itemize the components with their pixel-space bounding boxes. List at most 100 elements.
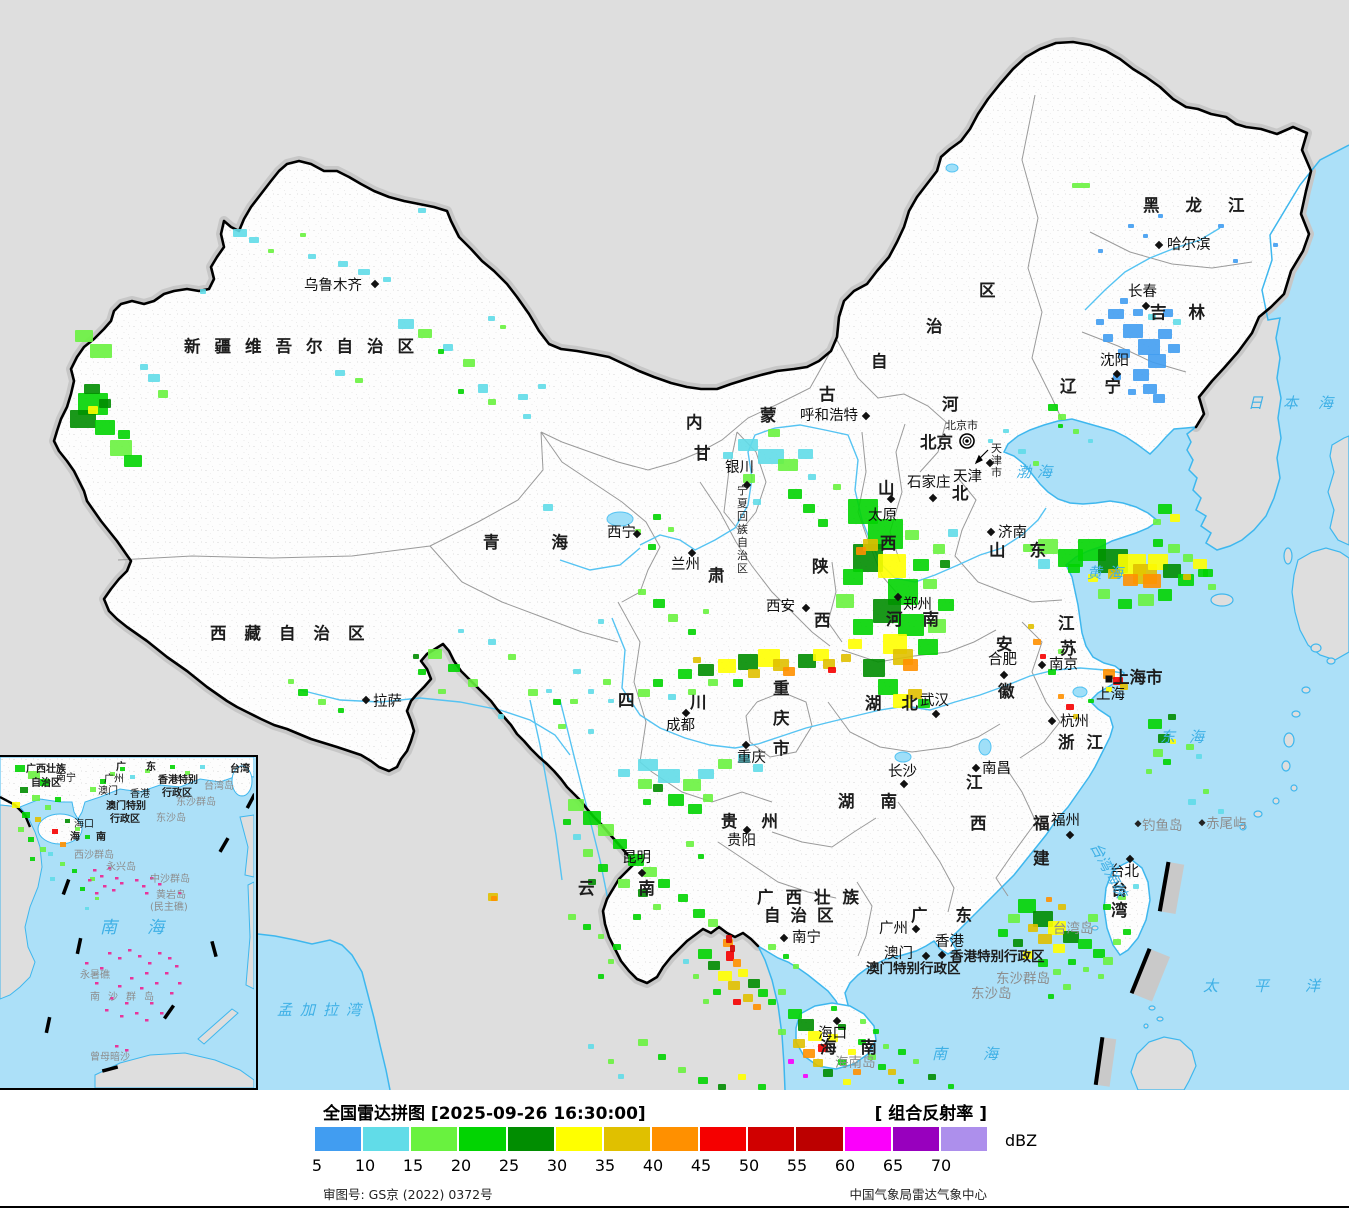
radar-echo [726,951,734,961]
radar-echo [653,679,663,687]
radar-echo [84,384,100,394]
radar-echo [668,694,676,700]
radar-echo [1148,719,1162,729]
radar-echo [638,689,650,697]
radar-echo [618,769,630,777]
radar-echo [88,406,98,414]
radar-echo [1148,354,1166,368]
radar-echo [748,669,760,678]
radar-echo [1123,929,1131,935]
province-label: 北京 [920,432,953,452]
radar-echo [828,1034,838,1042]
radar-echo [1208,584,1216,590]
sea-label: 太平洋 [1203,977,1349,995]
province-label: 江 [1058,614,1075,633]
city-label: 南昌 [982,760,1011,777]
radar-echo [688,629,696,635]
radar-echo [788,489,802,499]
radar-echo [1068,959,1076,965]
radar-echo [808,1031,822,1041]
island-label: 东沙群岛 [996,971,1050,987]
data-source: 中国气象局雷达气象中心 [849,1187,987,1202]
radar-echo [698,664,714,676]
inset-radar-echo [130,775,135,779]
radar-echo [823,1069,833,1077]
radar-echo [598,619,604,624]
radar-echo [438,689,446,694]
radar-echo [933,544,945,554]
radar-echo [573,669,581,674]
city-label: 西安 [766,598,795,615]
legend-swatch [411,1127,458,1151]
reef-marker [100,967,104,970]
radar-echo [733,959,741,967]
radar-echo [723,452,733,459]
inset-radar-echo [85,835,90,839]
legend-swatch [603,1127,650,1151]
radar-echo [418,329,432,338]
reef-marker [155,982,159,985]
radar-echo [648,544,656,550]
radar-echo [1143,384,1157,394]
radar-echo [558,724,566,729]
city-label: 香港 [935,933,964,950]
inset-city-label: 香港 [130,788,150,800]
radar-echo [1163,564,1181,578]
radar-echo [1040,654,1046,659]
radar-echo [249,237,259,243]
legend-swatch [507,1127,554,1151]
radar-echo [948,1084,954,1089]
radar-echo [1073,429,1079,434]
taiwan-island [1091,859,1151,957]
city-marker-diamond [928,493,938,503]
inset-island-label: 中沙群岛 [150,872,190,885]
radar-echo [478,384,488,393]
inset-dash-line [44,793,257,1073]
radar-echo [1063,931,1079,943]
map-approval-number: 审图号: GS京 (2022) 0372号 [323,1187,493,1202]
radar-echo [546,689,552,693]
radar-echo [856,547,866,555]
city-marker-diamond [931,709,941,719]
city-label: 澳门 [884,945,913,962]
radar-echo [758,449,784,464]
radar-echo [863,659,885,677]
legend-swatch [555,1127,602,1151]
radar-echo [836,594,854,608]
legend-swatch [796,1127,843,1151]
inset-dash-segment [218,837,230,853]
radar-echo [1072,183,1090,188]
reef-marker [95,982,99,985]
radar-echo [658,769,680,783]
radar-echo [523,414,531,419]
radar-echo [1083,967,1089,972]
small-label: 自 [737,536,748,549]
radar-echo [438,349,444,354]
radar-echo [733,999,741,1005]
radar-echo [713,989,721,995]
radar-echo [653,904,661,910]
inset-province-label: 台湾 [230,762,250,775]
radar-echo [1053,944,1065,953]
radar-echo [583,811,601,825]
city-marker-square [1105,675,1113,683]
radar-echo [668,614,678,622]
legend-tick: 70 [930,1156,952,1175]
city-label: 呼和浩特 [800,407,858,424]
radar-echo [1088,574,1098,582]
radar-echo [638,889,648,897]
radar-echo [758,1084,766,1090]
radar-echo [583,849,593,857]
inset-province-label: 海 [70,830,80,843]
radar-echo [698,854,704,859]
radar-echo [90,344,112,358]
radar-echo [1273,243,1278,247]
radar-echo [1053,969,1061,975]
inset-dash-segment [162,1004,176,1020]
radar-echo [678,894,688,902]
reef-marker [128,949,132,952]
radar-echo [1048,921,1066,935]
radar-echo [873,1029,879,1034]
reef-marker [145,1019,149,1022]
province-label: 苏 [1060,638,1077,658]
